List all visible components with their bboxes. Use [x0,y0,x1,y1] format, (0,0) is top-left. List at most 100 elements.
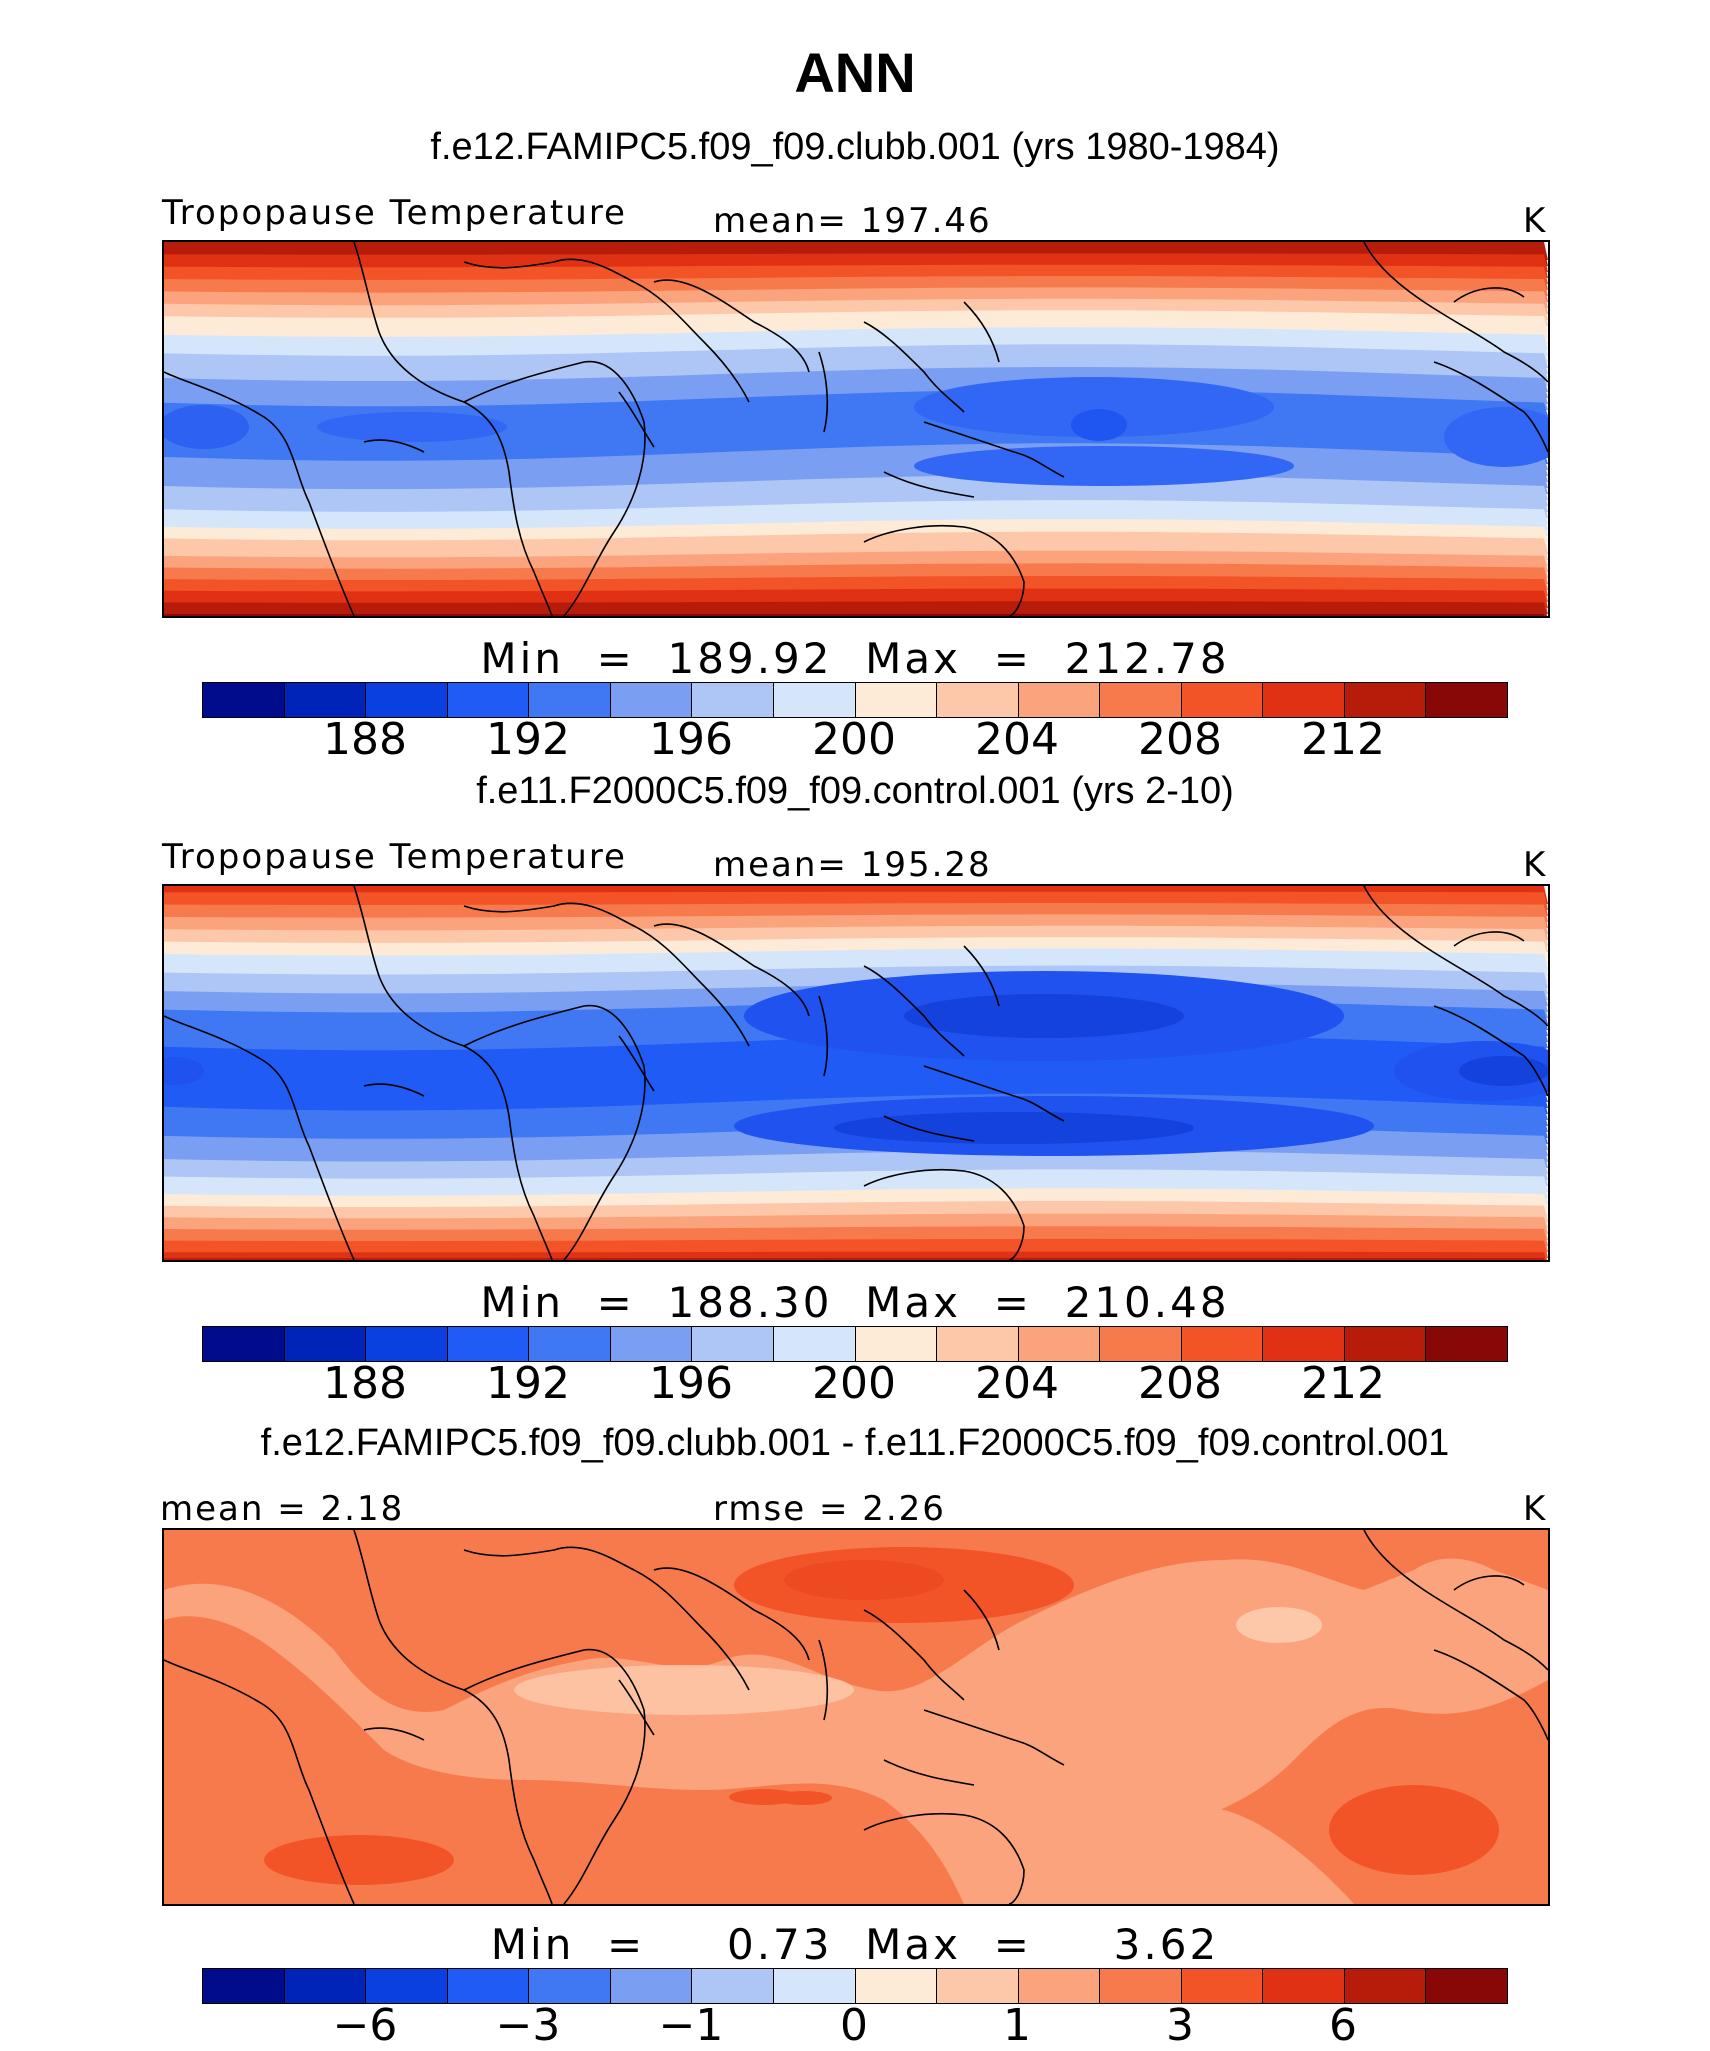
panel-2-cold-regions [164,971,1548,1156]
colorbar-2-swatch-14 [1263,1327,1345,1361]
map-2-coastline [883,1115,975,1142]
panel-1-units-label: K [1523,201,1548,241]
panel-3-mean-label: mean = 2.18 [160,1489,405,1529]
colorbar-1-swatch-10 [937,683,1019,717]
panel-2-mean-label: mean= 195.28 [713,845,992,885]
colorbar-3-swatch-13 [1181,1969,1264,2003]
panel-2-min-max: Min = 188.30 Max = 210.48 [480,1278,1230,1327]
colorbar-3-swatch-9 [855,1969,938,2003]
map-3-coastline [164,1659,355,1904]
panel-1-case-title: f.e12.FAMIPC5.f09_f09.clubb.001 (yrs 198… [430,126,1280,168]
colorbar-3-swatch-5 [529,1969,611,2003]
colorbar-2-swatch-5 [529,1327,611,1361]
colorbar-1-swatch-14 [1263,683,1345,717]
map-2-coastline [363,1083,425,1097]
map-2-coastline [1453,931,1525,947]
map-1-coastline [353,242,553,616]
map-2-coastline [863,1168,1025,1260]
map-1-coastline [1363,242,1548,383]
map-2-coastline [653,923,810,1017]
figure-title: ANN [794,41,916,104]
panel-3-tick-3: −1 [658,2000,724,2051]
panel-2-colorbar-ticks: 188 192 196 200 204 208 212 [0,1358,1710,1409]
colorbar-1-swatch-1 [203,683,285,717]
map-1-coastline [164,371,355,616]
map-3-coastline [1363,1530,1548,1671]
colorbar-3-swatch-7 [692,1969,774,2003]
panel-3-colorbar-ticks: −6 −3 −1 0 1 3 6 [0,2000,1710,2051]
colorbar-3-swatch-1 [203,1969,285,2003]
map-3-coastline [863,1609,965,1701]
colorbar-1-swatch-5 [529,683,611,717]
colorbar-3-swatch-15 [1344,1969,1427,2003]
map-3-coastline [883,1759,975,1786]
colorbar-3-swatch-6 [610,1969,693,2003]
colorbar-2-swatch-16 [1426,1327,1507,1361]
map-2-coastline [463,1004,646,1260]
panel-1-tick-4: 200 [812,714,896,765]
panel-3-tick-1: −6 [332,2000,398,2051]
map-3-coastline [353,1530,553,1904]
panel-3-colorbar [202,1968,1508,2004]
map-2-coastline [164,1015,355,1260]
panel-3-tick-6: 3 [1166,2000,1194,2051]
colorbar-1-swatch-15 [1344,683,1427,717]
panel-3-min-max: Min = 0.73 Max = 3.62 [490,1920,1220,1969]
panel-3-map [162,1528,1550,1906]
panel-3-tick-2: −3 [495,2000,561,2051]
colorbar-2-swatch-2 [284,1327,367,1361]
colorbar-3-swatch-14 [1263,1969,1345,2003]
colorbar-2-swatch-1 [203,1327,285,1361]
panel-1-tick-7: 212 [1301,714,1385,765]
map-2-coastline [618,1035,655,1092]
panel-1-tick-3: 196 [649,714,733,765]
colorbar-2-swatch-13 [1181,1327,1264,1361]
panel-3-tick-7: 6 [1329,2000,1357,2051]
colorbar-2-swatch-10 [937,1327,1019,1361]
panel-1-min-max: Min = 189.92 Max = 212.78 [480,634,1230,683]
colorbar-2-swatch-7 [692,1327,774,1361]
map-2-band [164,1257,1545,1260]
colorbar-3-swatch-4 [447,1969,530,2003]
map-1-coastline [963,301,1000,363]
panel-2-tick-1: 188 [323,1358,407,1409]
map-1-coastline [653,279,810,373]
panel-1-tick-6: 208 [1138,714,1222,765]
panel-1-mean-label: mean= 197.46 [713,201,992,241]
panel-2-tick-3: 196 [649,1358,733,1409]
colorbar-1-swatch-3 [366,683,448,717]
colorbar-3-swatch-16 [1426,1969,1507,2003]
map-1-coastline [1433,361,1548,453]
map-3-coastline [463,1648,646,1904]
colorbar-3-swatch-3 [366,1969,448,2003]
colorbar-1-swatch-4 [447,683,530,717]
map-2-coastline [463,902,750,1047]
colorbar-3-swatch-8 [773,1969,856,2003]
colorbar-2-swatch-9 [855,1327,938,1361]
colorbar-3-swatch-10 [937,1969,1019,2003]
panel-1-tick-5: 204 [975,714,1059,765]
map-2-coastline [353,886,553,1260]
panel-3-tick-4: 0 [840,2000,868,2051]
colorbar-2-swatch-4 [447,1327,530,1361]
panel-1-tick-1: 188 [323,714,407,765]
map-2-coastline [923,1065,1065,1122]
colorbar-2-swatch-12 [1100,1327,1182,1361]
map-1-coastline [1453,287,1525,303]
panel-2-variable-label: Tropopause Temperature [162,837,627,877]
map-1-coastline [818,351,829,433]
colorbar-2-swatch-6 [610,1327,693,1361]
map-1-coastline [463,360,646,616]
colorbar-1-swatch-12 [1100,683,1182,717]
panel-2-units-label: K [1523,845,1548,885]
panel-3-units-label: K [1523,1489,1548,1529]
colorbar-1-swatch-9 [855,683,938,717]
colorbar-2-swatch-3 [366,1327,448,1361]
map-3-coastline [363,1727,425,1741]
map-3-coastline [818,1639,829,1721]
colorbar-3-swatch-2 [284,1969,367,2003]
map-1-coastline [883,471,975,498]
colorbar-1-swatch-11 [1018,683,1101,717]
panel-2-case-title: f.e11.F2000C5.f09_f09.control.001 (yrs 2… [476,770,1234,812]
panel-2-tick-4: 200 [812,1358,896,1409]
